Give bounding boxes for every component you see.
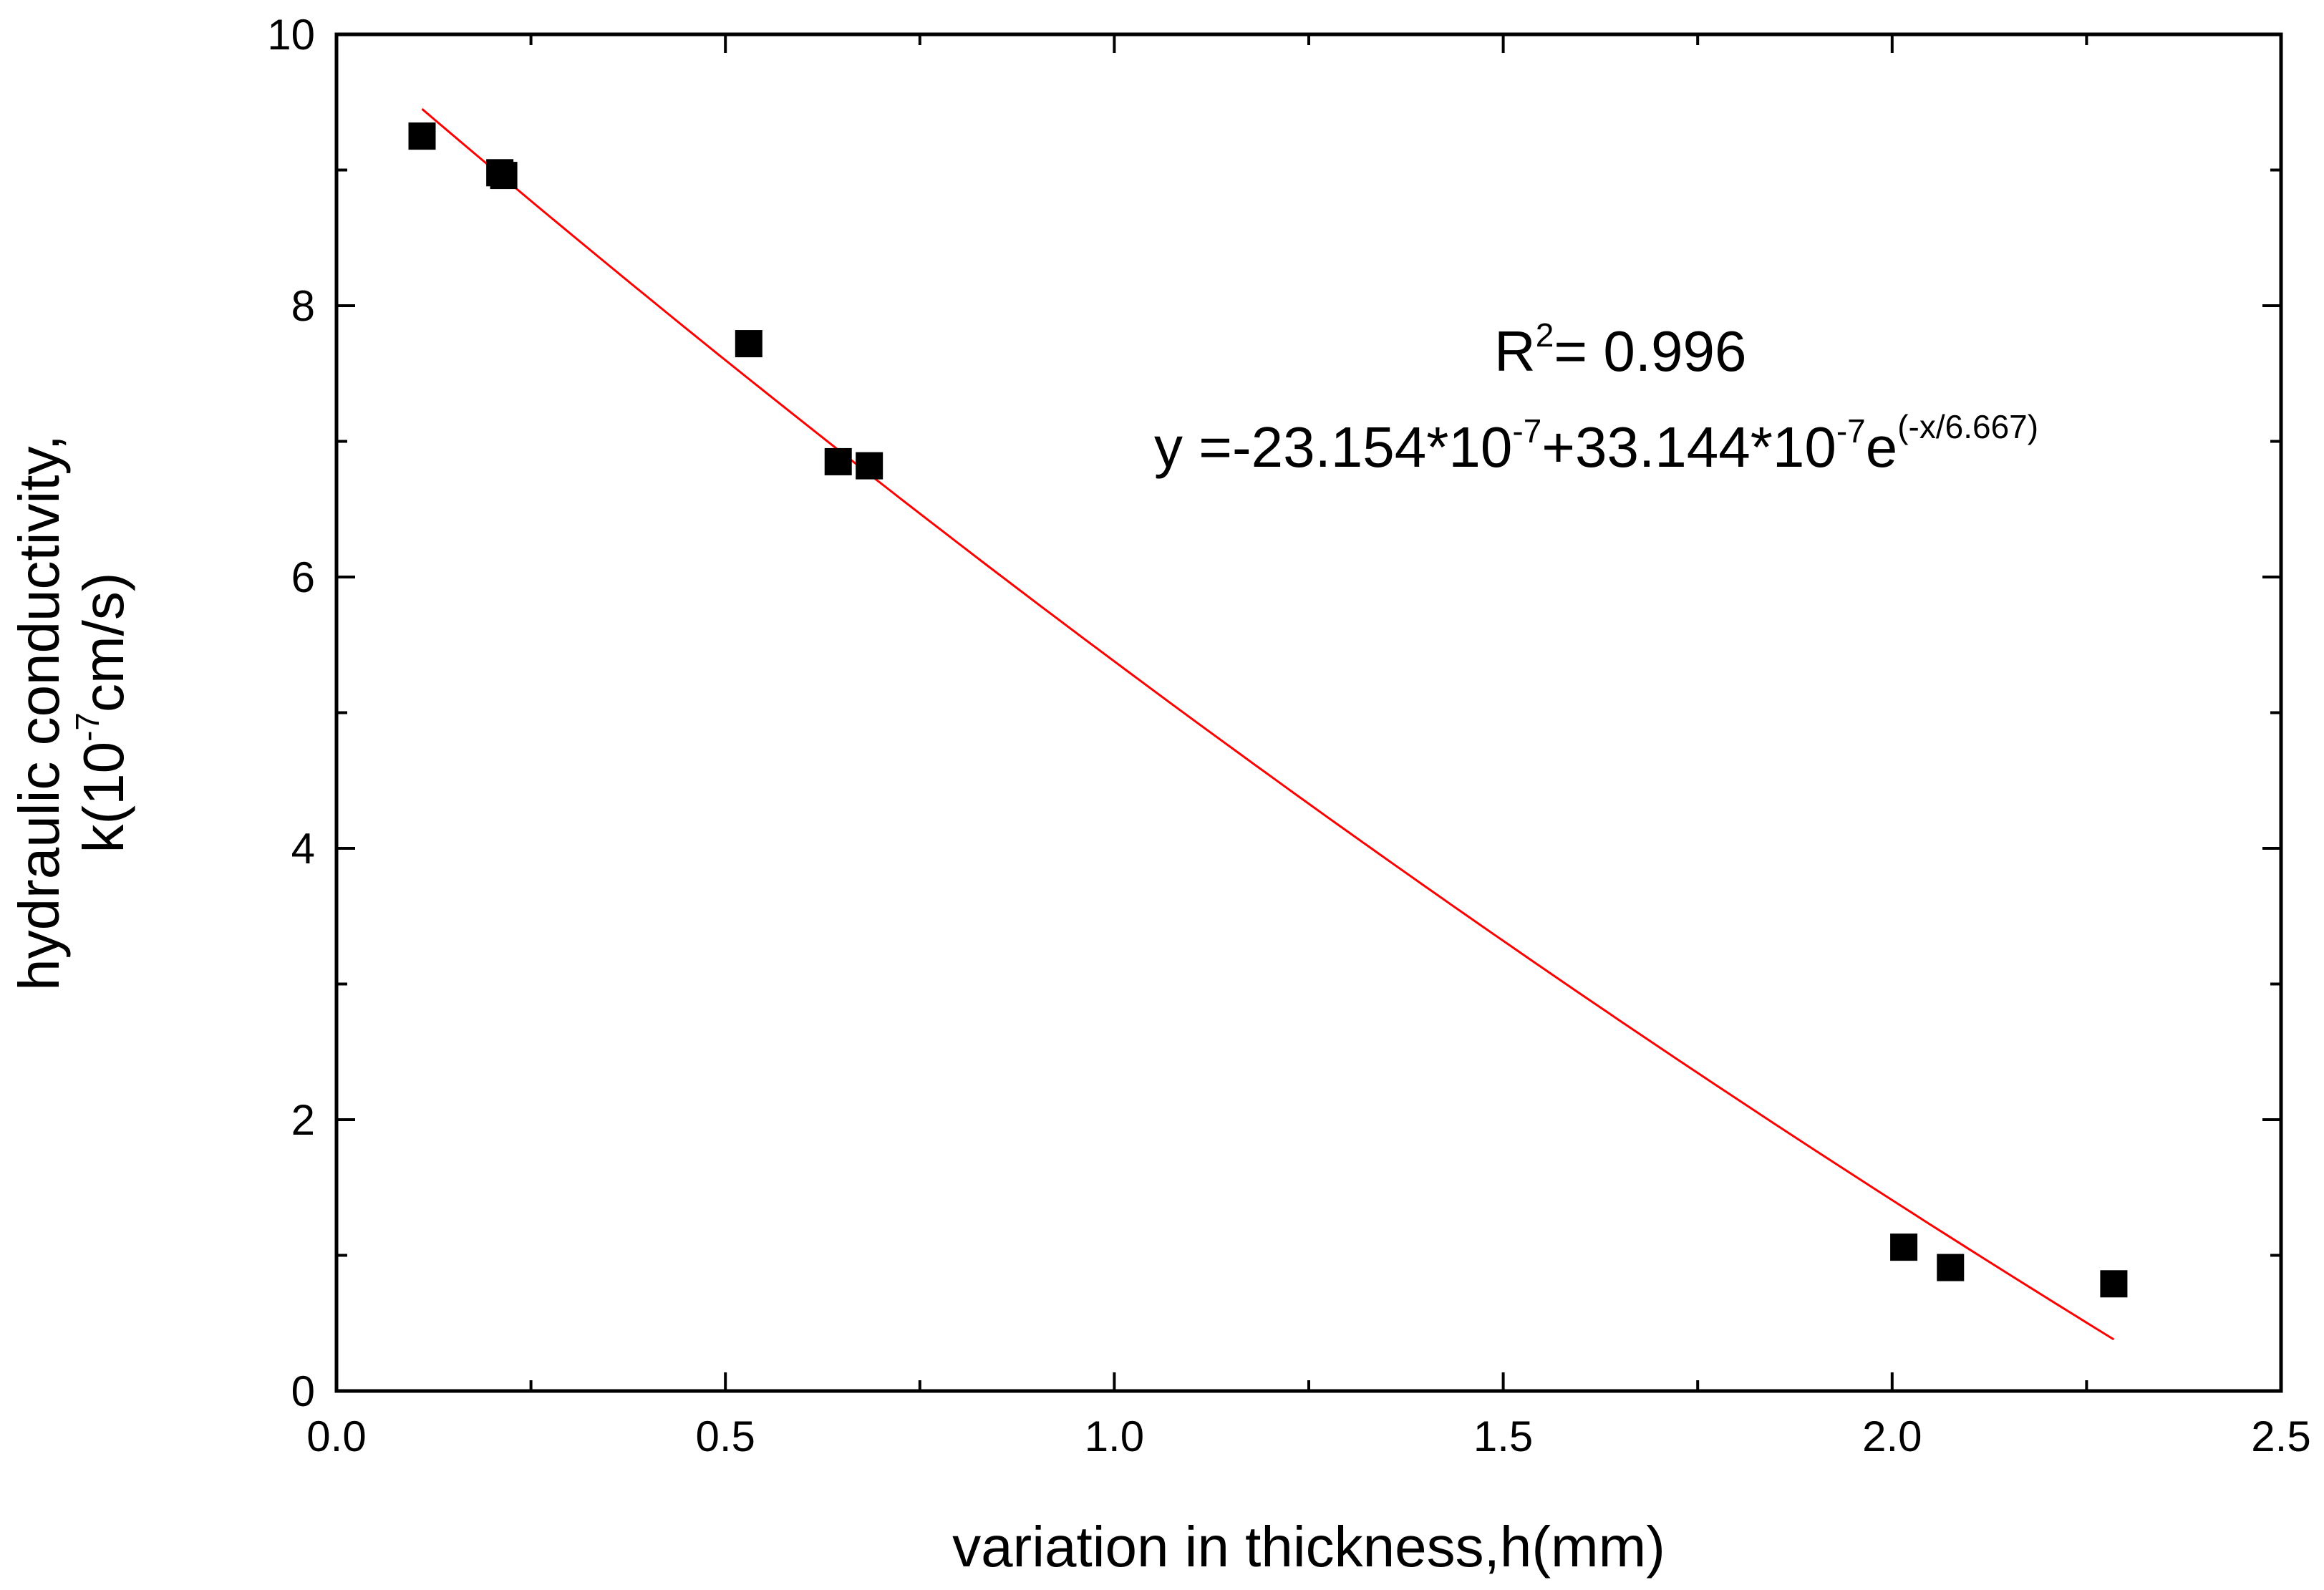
data-point	[1890, 1233, 1918, 1261]
plot-frame	[334, 32, 2283, 1393]
axis-ticks	[335, 33, 2282, 1392]
y-tick-label: 8	[291, 282, 315, 330]
y-tick-label: 10	[267, 11, 315, 59]
data-point	[2100, 1270, 2128, 1298]
data-point	[490, 162, 518, 190]
y-axis-title-line1: hydraulic conductivity,	[7, 435, 71, 991]
data-point	[856, 452, 883, 480]
y-tick-label: 6	[291, 553, 315, 601]
r-squared-annotation: R2= 0.996	[1494, 316, 1747, 383]
x-tick-label: 0.5	[695, 1412, 755, 1460]
data-point	[824, 447, 852, 475]
axis-tick-labels: 0.0 0.5 1.0 1.5 2.0 2.5 0 2 4 6 8 10	[267, 11, 2310, 1460]
fit-curve	[421, 108, 2115, 1341]
y-axis-title-line2: k(10-7cm/s)	[69, 572, 135, 853]
data-point	[735, 330, 762, 358]
x-tick-label: 0.0	[306, 1412, 366, 1460]
y-axis-title: hydraulic conductivity,	[7, 435, 71, 991]
y-tick-label: 0	[291, 1367, 315, 1415]
x-tick-label: 1.0	[1085, 1412, 1144, 1460]
data-points	[408, 122, 2128, 1298]
x-tick-label: 2.0	[1862, 1412, 1922, 1460]
fit-equation-annotation: y =-23.154*10-7+33.144*10-7e(-x/6.667)	[1154, 408, 2038, 479]
data-point	[408, 122, 436, 150]
y-tick-label: 4	[291, 825, 315, 873]
x-tick-label: 1.5	[1473, 1412, 1533, 1460]
y-tick-label: 2	[291, 1096, 315, 1144]
x-axis-title: variation in thickness,h(mm)	[952, 1515, 1665, 1579]
data-point	[1937, 1254, 1965, 1281]
x-tick-label: 2.5	[2251, 1412, 2310, 1460]
